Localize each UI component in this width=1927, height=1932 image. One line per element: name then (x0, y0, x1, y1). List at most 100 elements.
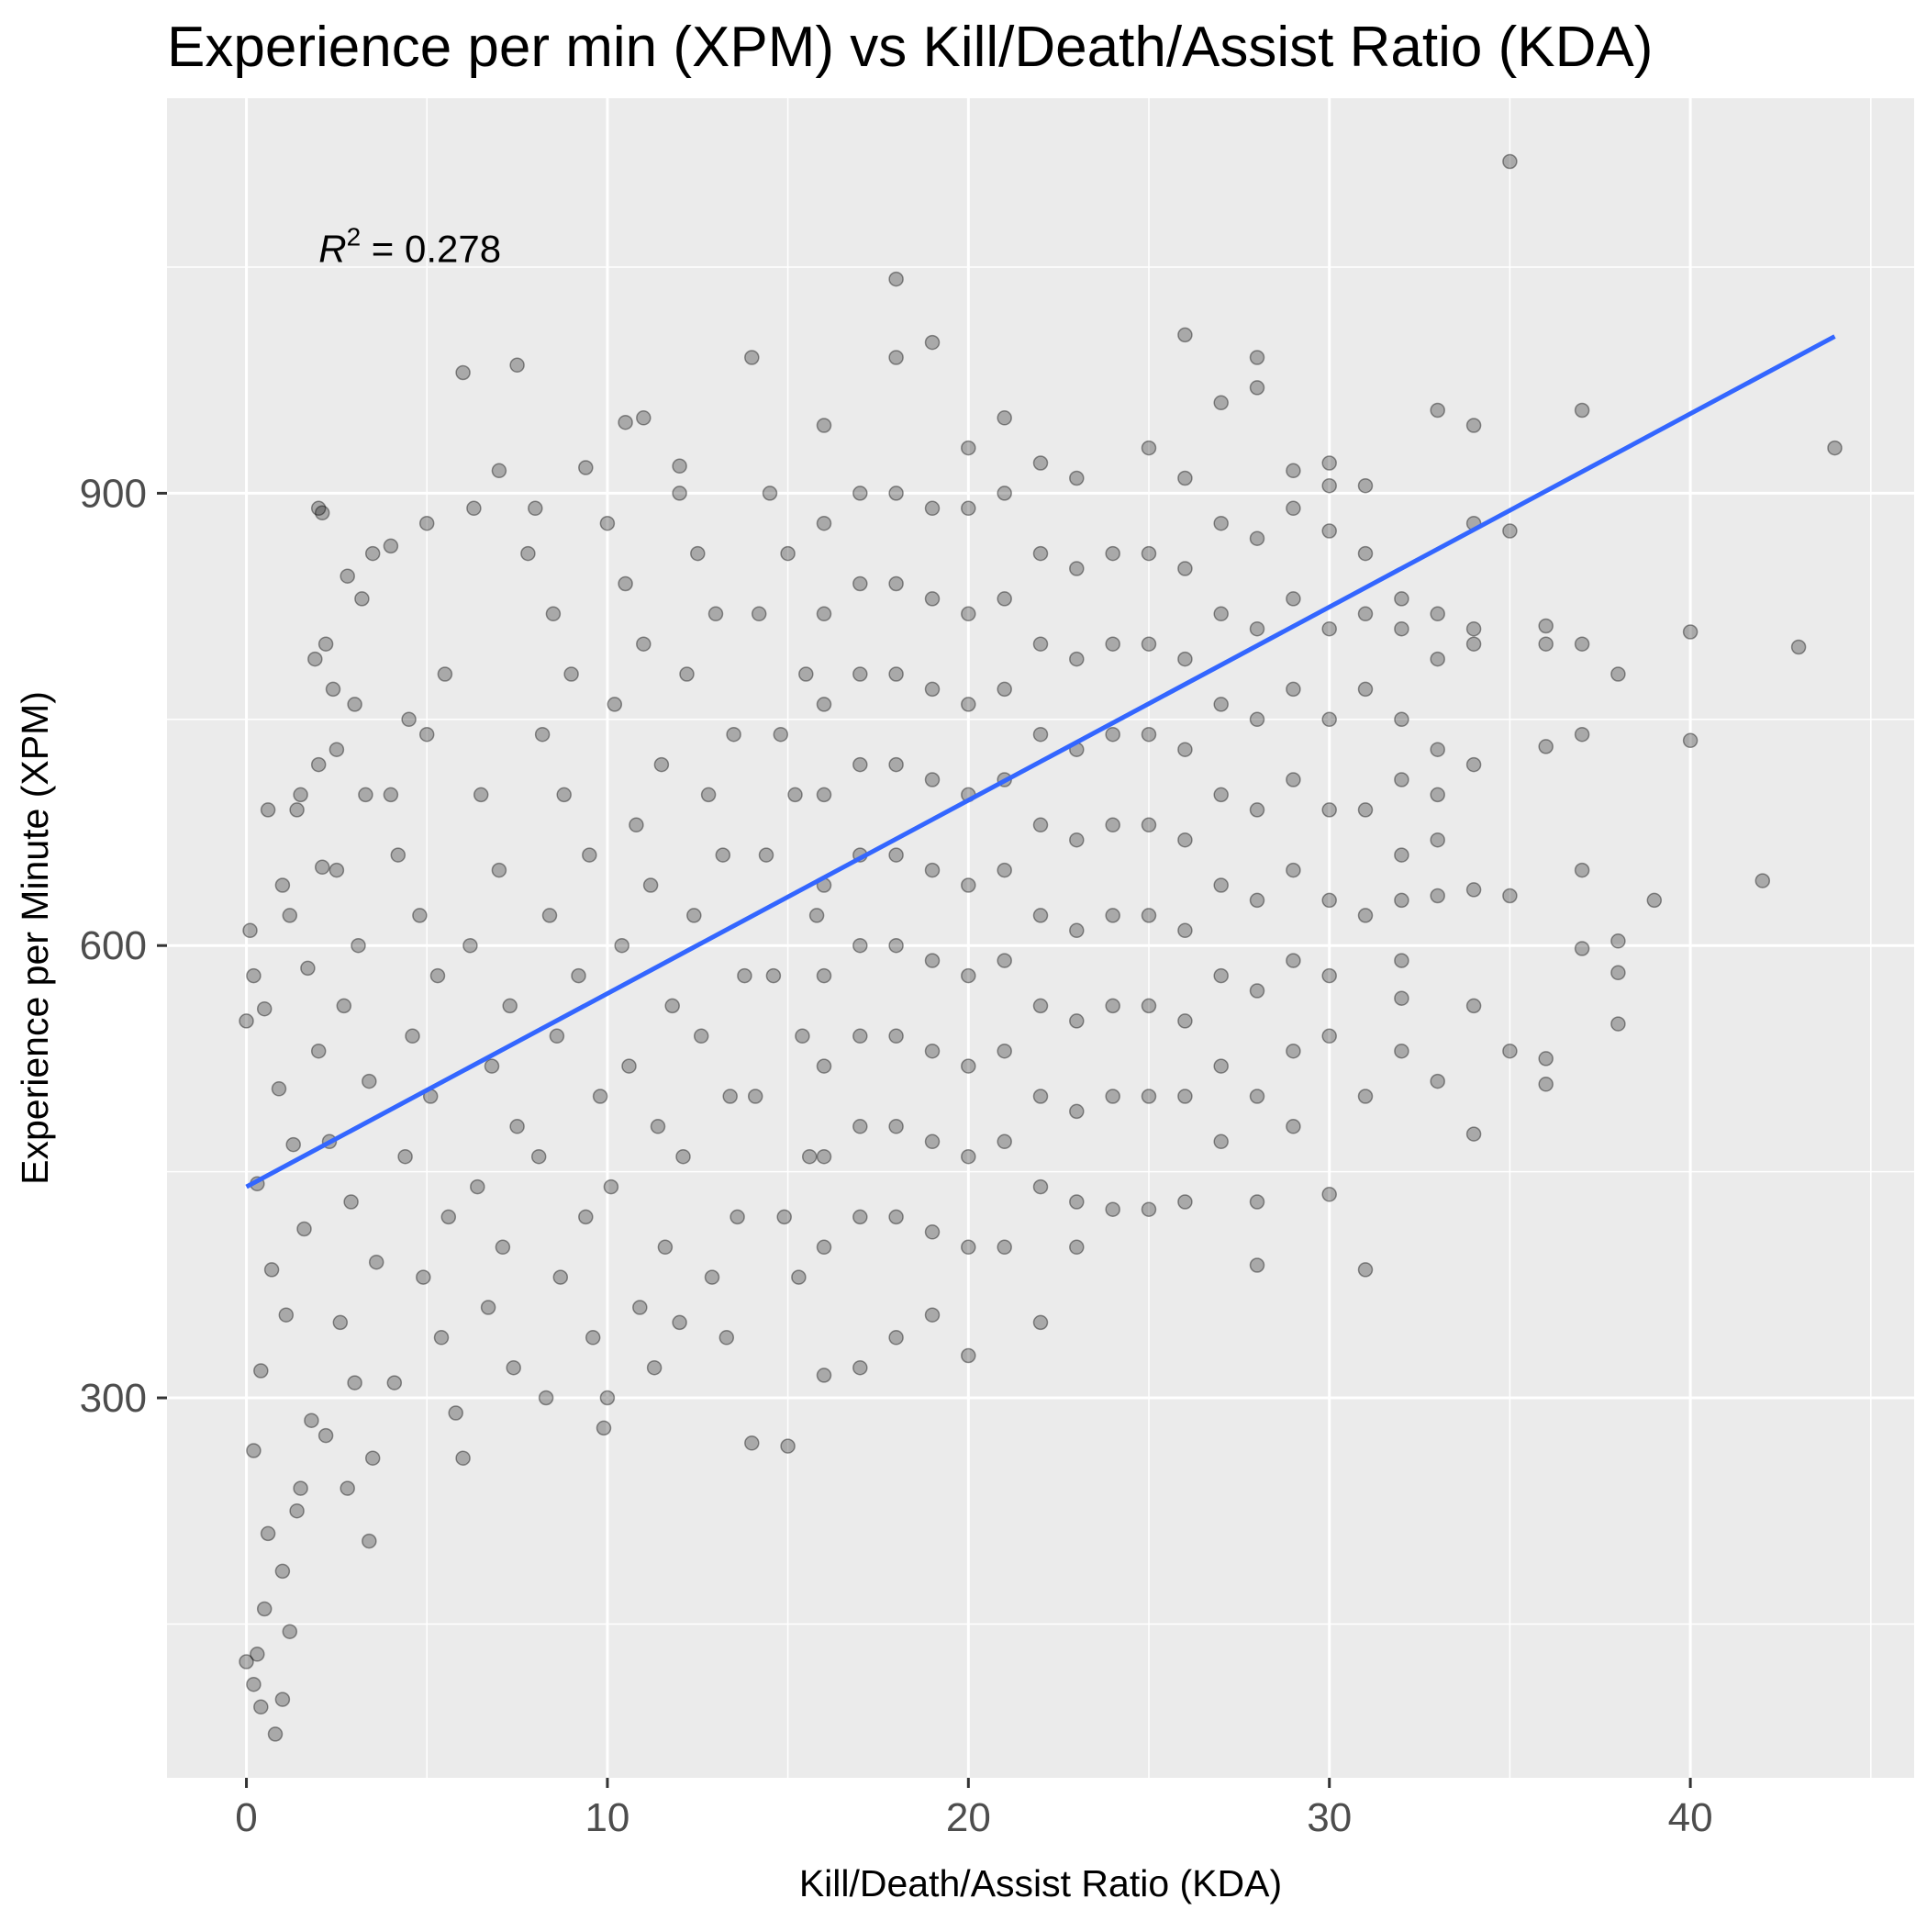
data-point (700, 787, 717, 803)
data-point (1032, 726, 1049, 743)
data-point (672, 1314, 687, 1331)
data-point (961, 877, 976, 893)
y-axis-title: Experience per Minute (XPM) (14, 691, 56, 1185)
data-point (1394, 1043, 1409, 1059)
data-point (585, 1330, 601, 1346)
data-point (1141, 817, 1157, 833)
data-point (437, 666, 453, 682)
data-point (787, 787, 803, 803)
data-point (239, 1013, 254, 1029)
data-point (751, 606, 767, 622)
data-point (260, 802, 276, 818)
data-point (1574, 636, 1590, 652)
data-point (1465, 620, 1482, 637)
data-point (961, 1239, 976, 1256)
y-tick-label: 900 (80, 471, 147, 516)
data-point (1249, 530, 1265, 546)
data-point (1502, 523, 1518, 539)
data-point (282, 1624, 298, 1639)
data-point (246, 967, 262, 984)
data-point (1394, 892, 1409, 909)
data-point (852, 666, 868, 682)
data-point (433, 1330, 450, 1346)
data-point (1177, 470, 1193, 486)
data-point (242, 922, 258, 939)
data-point (1177, 327, 1193, 343)
data-point (1032, 998, 1049, 1014)
data-point (672, 486, 687, 501)
data-point (310, 756, 327, 773)
data-point (509, 1119, 525, 1134)
data-point (1213, 877, 1229, 893)
data-point (1249, 1257, 1265, 1273)
data-point (401, 711, 417, 728)
data-point (1286, 681, 1301, 698)
data-point (718, 1330, 735, 1346)
data-point (1105, 908, 1120, 923)
data-point (253, 1363, 269, 1379)
data-point (1177, 832, 1193, 848)
data-point (1213, 967, 1229, 984)
data-point (675, 1148, 691, 1165)
data-point (924, 1134, 941, 1150)
data-point (1754, 873, 1771, 888)
data-point (1213, 606, 1229, 622)
data-point (1249, 350, 1265, 365)
data-point (852, 1209, 868, 1225)
data-point (282, 908, 298, 923)
data-point (1394, 711, 1409, 728)
data-point (1465, 636, 1482, 652)
data-point (1141, 726, 1157, 743)
data-point (1646, 892, 1663, 909)
data-point (636, 410, 652, 426)
data-point (762, 486, 778, 501)
data-point (997, 862, 1012, 878)
plot-panel (167, 98, 1914, 1778)
regression-layer (245, 334, 1836, 1189)
data-point (1321, 477, 1337, 494)
data-point (484, 1058, 500, 1074)
data-point (636, 636, 652, 652)
data-point (1249, 1194, 1265, 1210)
data-point (961, 500, 976, 517)
data-point (599, 1390, 616, 1406)
data-point (888, 937, 904, 954)
data-point (1286, 862, 1301, 878)
data-point (780, 545, 796, 562)
data-point (997, 953, 1012, 968)
data-point (888, 1028, 904, 1044)
data-point (1430, 787, 1445, 803)
data-point (1394, 953, 1409, 968)
data-point (1465, 998, 1482, 1014)
data-point (997, 486, 1012, 501)
data-point (538, 1390, 554, 1406)
data-point (1069, 1194, 1085, 1210)
data-point (1032, 545, 1049, 562)
data-point (582, 847, 597, 863)
data-point (1682, 624, 1699, 640)
data-point (1357, 802, 1374, 818)
data-point (1286, 591, 1301, 607)
data-point (1141, 908, 1157, 923)
data-point (888, 1119, 904, 1134)
data-point (776, 1209, 792, 1225)
data-point (418, 726, 435, 743)
data-point (1032, 817, 1049, 833)
data-point (722, 1089, 738, 1104)
data-point (1357, 477, 1374, 494)
data-point (801, 1148, 818, 1165)
major-gridlines (167, 98, 1914, 1778)
data-points (239, 153, 1843, 1742)
data-point (618, 414, 633, 430)
data-point (1141, 440, 1157, 456)
data-point (470, 1178, 485, 1195)
data-point (997, 1043, 1012, 1059)
data-point (1574, 402, 1590, 419)
data-point (1286, 772, 1301, 787)
data-point (246, 1443, 262, 1458)
data-point (293, 1480, 308, 1496)
data-point (997, 1239, 1012, 1256)
data-point (329, 862, 345, 878)
data-point (924, 1307, 941, 1323)
data-point (686, 908, 702, 923)
